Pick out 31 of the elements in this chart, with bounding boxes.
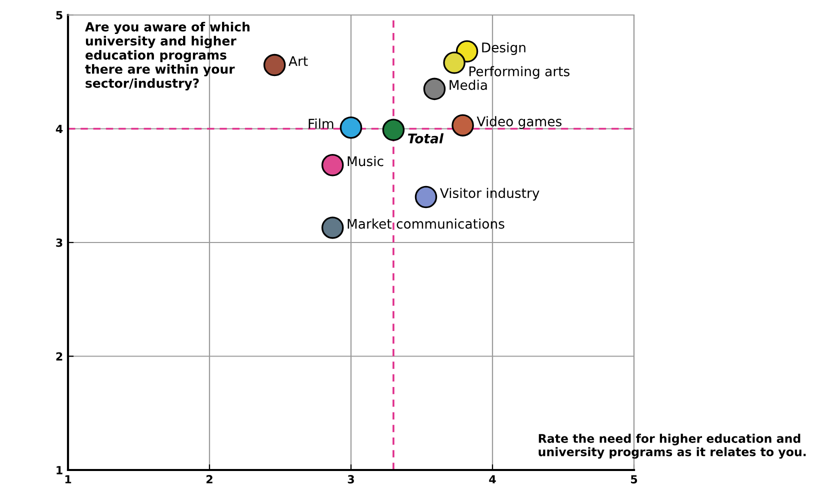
series-label: Video games <box>476 116 562 129</box>
y-tick-label: 4 <box>56 124 63 133</box>
y-tick-label: 5 <box>56 11 62 20</box>
series-label: Total <box>408 133 444 144</box>
point <box>423 78 446 100</box>
point <box>321 154 344 176</box>
x-tick-label: 2 <box>206 475 212 484</box>
series-label: Market communications <box>348 218 504 229</box>
x-tick-label: 4 <box>489 475 496 484</box>
y-axis-title: Are you aware of which university and higher education programs there are within your sector/industry? <box>85 22 250 90</box>
point <box>414 186 438 208</box>
x-tick-label: 1 <box>65 475 72 484</box>
x-tick-label: 3 <box>348 475 354 484</box>
point <box>382 118 405 142</box>
point <box>340 116 362 139</box>
point <box>321 216 344 239</box>
series-label: Film <box>308 118 334 128</box>
point <box>443 52 466 74</box>
y-tick-label: 1 <box>56 466 62 474</box>
series-label: Visitor industry <box>440 188 540 201</box>
series-label: Design <box>482 42 526 56</box>
point <box>452 114 474 136</box>
series-label: Art <box>288 56 308 66</box>
x-axis-title: Rate the need for higher education and university programs as it relates to you. <box>538 434 806 459</box>
series-label: Media <box>450 80 487 90</box>
series-label: Music <box>348 156 384 166</box>
series-label: Performing arts <box>469 66 570 79</box>
x-tick-label: 5 <box>630 475 638 484</box>
y-tick-label: 3 <box>56 238 62 247</box>
point <box>263 54 286 76</box>
y-tick-label: 2 <box>56 352 62 360</box>
